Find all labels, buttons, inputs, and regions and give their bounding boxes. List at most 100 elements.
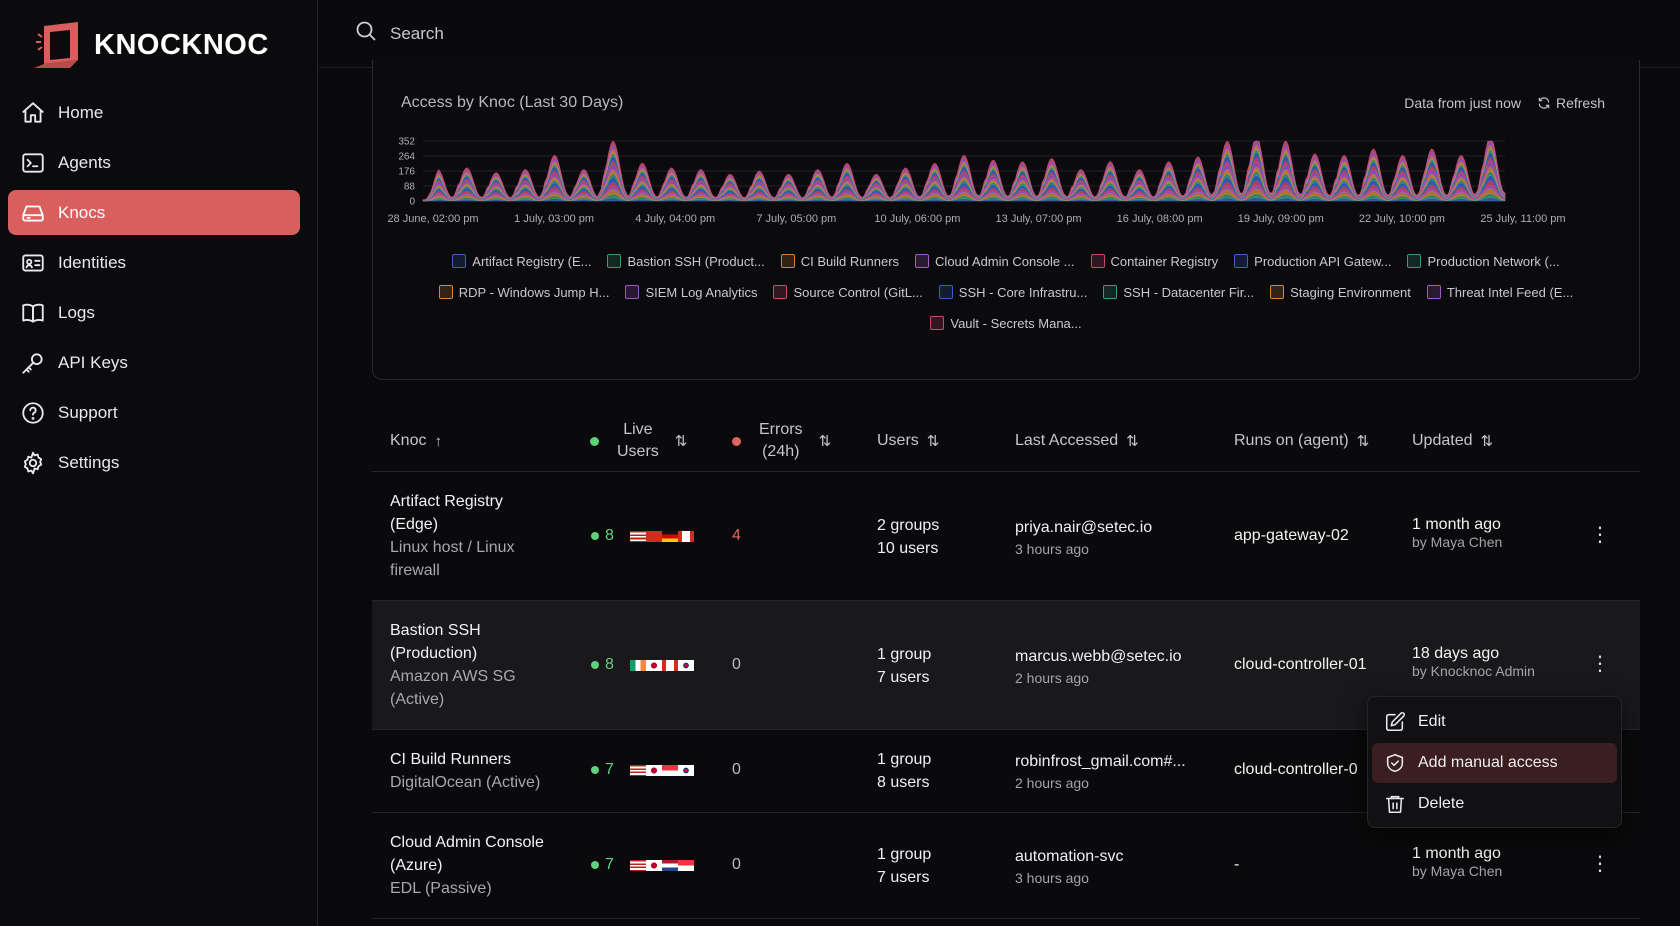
- live-count: 7: [605, 761, 614, 778]
- sort-ascending-icon: ↑: [434, 432, 442, 450]
- search-input[interactable]: [390, 23, 890, 44]
- column-header-knoc[interactable]: Knoc ↑: [390, 410, 442, 472]
- table-row[interactable]: CI Build Runners DigitalOcean (Active) 7…: [372, 730, 1640, 813]
- knoc-name[interactable]: Artifact Registry (Edge): [390, 490, 515, 536]
- last-accessed-cell: priya.nair@setec.io 3 hours ago: [1015, 516, 1152, 559]
- legend-item[interactable]: SSH - Datacenter Fir...: [1103, 283, 1254, 301]
- row-menu-kebab-icon[interactable]: ⋮: [1590, 853, 1610, 875]
- legend-label: Container Registry: [1110, 253, 1219, 269]
- chart-legend: Artifact Registry (E... Bastion SSH (Prod…: [413, 252, 1599, 332]
- errors-count: 0: [732, 761, 741, 778]
- column-header-errors[interactable]: Errors (24h) ⇅: [732, 410, 831, 472]
- knocs-table: Knoc ↑ Live Users ⇅ Errors (24h) ⇅ Users ⇅…: [372, 410, 1640, 919]
- knoc-name[interactable]: Cloud Admin Console (Azure): [390, 831, 544, 877]
- legend-label: Production API Gatew...: [1254, 253, 1392, 269]
- knoc-name[interactable]: Bastion SSH (Production): [390, 619, 516, 665]
- knoc-name[interactable]: CI Build Runners: [390, 751, 511, 768]
- users-cell: 1 group 8 users: [877, 748, 931, 794]
- legend-swatch: [1234, 254, 1249, 268]
- legend-item[interactable]: SSH - Core Infrastru...: [938, 283, 1087, 301]
- legend-item[interactable]: Bastion SSH (Product...: [607, 252, 765, 270]
- column-header-users[interactable]: Users ⇅: [877, 410, 939, 472]
- users-cell: 1 group 7 users: [877, 843, 931, 889]
- table-row[interactable]: Cloud Admin Console (Azure) EDL (Passive)…: [372, 813, 1640, 919]
- legend-item[interactable]: Vault - Secrets Mana...: [930, 314, 1082, 332]
- y-tick-label: 352: [398, 137, 415, 148]
- last-accessed-cell: automation-svc 3 hours ago: [1015, 845, 1124, 888]
- sidebar-item-identities[interactable]: Identities: [8, 240, 300, 285]
- table-row[interactable]: Artifact Registry (Edge) Linux host / Lin…: [372, 472, 1640, 601]
- column-header-updated[interactable]: Updated ⇅: [1412, 410, 1493, 472]
- sidebar-item-agents[interactable]: Agents: [8, 140, 300, 185]
- column-header-last-accessed[interactable]: Last Accessed ⇅: [1015, 410, 1139, 472]
- legend-item[interactable]: Source Control (GitL...: [773, 283, 923, 301]
- topbar: [319, 0, 1680, 68]
- knoc-cell: Artifact Registry (Edge) Linux host / Lin…: [390, 490, 515, 582]
- legend-item[interactable]: SIEM Log Analytics: [625, 283, 757, 301]
- search-icon: [354, 19, 378, 48]
- flag-jp-icon: [645, 659, 662, 671]
- legend-item[interactable]: Cloud Admin Console ...: [915, 252, 1075, 270]
- sidebar-item-api-keys[interactable]: API Keys: [8, 340, 300, 385]
- column-header-live-users[interactable]: Live Users ⇅: [590, 410, 687, 472]
- row-menu-kebab-icon[interactable]: ⋮: [1590, 524, 1610, 546]
- column-header-runs-on[interactable]: Runs on (agent) ⇅: [1234, 410, 1369, 472]
- menu-item-add-manual-access[interactable]: Add manual access: [1372, 743, 1617, 783]
- sidebar-item-home[interactable]: Home: [8, 90, 300, 135]
- legend-item[interactable]: Production API Gatew...: [1234, 252, 1391, 270]
- table-header: Knoc ↑ Live Users ⇅ Errors (24h) ⇅ Users ⇅…: [372, 410, 1640, 472]
- live-count: 7: [605, 856, 614, 873]
- live-dot-icon: [591, 532, 599, 540]
- sidebar-item-label: Home: [58, 102, 104, 122]
- access-area-chart: 0 88 176 264 352 28 June, 02:00 pm 1 July, 03:…: [387, 137, 1565, 226]
- sort-icon: ⇅: [1356, 433, 1370, 450]
- knoc-cell: Bastion SSH (Production) Amazon AWS SG (Ac…: [390, 619, 516, 711]
- logo[interactable]: KNOCKNOC: [30, 20, 269, 70]
- pencil-icon: [1385, 712, 1405, 732]
- sort-icon: ⇅: [926, 433, 940, 450]
- sort-icon: ⇅: [818, 433, 832, 450]
- legend-label: Source Control (GitL...: [793, 284, 923, 300]
- row-menu-kebab-icon[interactable]: ⋮: [1590, 653, 1610, 675]
- menu-item-label: Add manual access: [1418, 754, 1558, 771]
- refresh-button[interactable]: Refresh: [1537, 95, 1605, 111]
- flag-jp-icon: [645, 859, 662, 871]
- legend-item[interactable]: CI Build Runners: [780, 252, 899, 270]
- live-dot-icon: [591, 861, 599, 869]
- user-count: 7 users: [877, 869, 930, 886]
- country-flags: [629, 764, 694, 776]
- x-tick-label: 22 July, 10:00 pm: [1359, 213, 1445, 225]
- menu-item-delete[interactable]: Delete: [1372, 784, 1617, 824]
- legend-swatch: [1090, 254, 1105, 268]
- country-flags: [629, 859, 694, 871]
- sidebar-item-logs[interactable]: Logs: [8, 290, 300, 335]
- flag-sg-icon: [661, 764, 678, 776]
- last-user: robinfrost_gmail.com#...: [1015, 753, 1186, 770]
- legend-item[interactable]: Staging Environment: [1270, 283, 1411, 301]
- legend-item[interactable]: Container Registry: [1090, 252, 1219, 270]
- sidebar-item-support[interactable]: Support: [8, 390, 300, 435]
- y-tick-label: 88: [404, 182, 416, 193]
- agent-name[interactable]: -: [1234, 856, 1240, 873]
- legend-item[interactable]: Artifact Registry (E...: [452, 252, 591, 270]
- users-cell: 1 group 7 users: [877, 643, 931, 689]
- knoc-name-line: Cloud Admin Console: [390, 834, 544, 851]
- flag-kr-icon: [677, 764, 694, 776]
- legend-item[interactable]: Production Network (...: [1407, 252, 1560, 270]
- agent-name[interactable]: cloud-controller-0: [1234, 761, 1358, 778]
- live-users-cell: 8: [591, 527, 694, 545]
- legend-item[interactable]: Threat Intel Feed (E...: [1426, 283, 1573, 301]
- legend-swatch: [915, 254, 930, 268]
- agent-name[interactable]: cloud-controller-01: [1234, 656, 1367, 673]
- home-icon: [18, 98, 48, 128]
- menu-item-edit[interactable]: Edit: [1372, 702, 1617, 742]
- sort-icon: ⇅: [674, 433, 688, 450]
- legend-item[interactable]: RDP - Windows Jump H...: [438, 283, 609, 301]
- sidebar-item-knocs[interactable]: Knocs: [8, 190, 300, 235]
- flag-ch-icon: [645, 530, 662, 542]
- user-count: 8 users: [877, 774, 930, 791]
- knoc-name-line: (Production): [390, 645, 478, 662]
- sidebar-item-settings[interactable]: Settings: [8, 440, 300, 485]
- x-tick-label: 16 July, 08:00 pm: [1117, 213, 1203, 225]
- agent-name[interactable]: app-gateway-02: [1234, 527, 1349, 544]
